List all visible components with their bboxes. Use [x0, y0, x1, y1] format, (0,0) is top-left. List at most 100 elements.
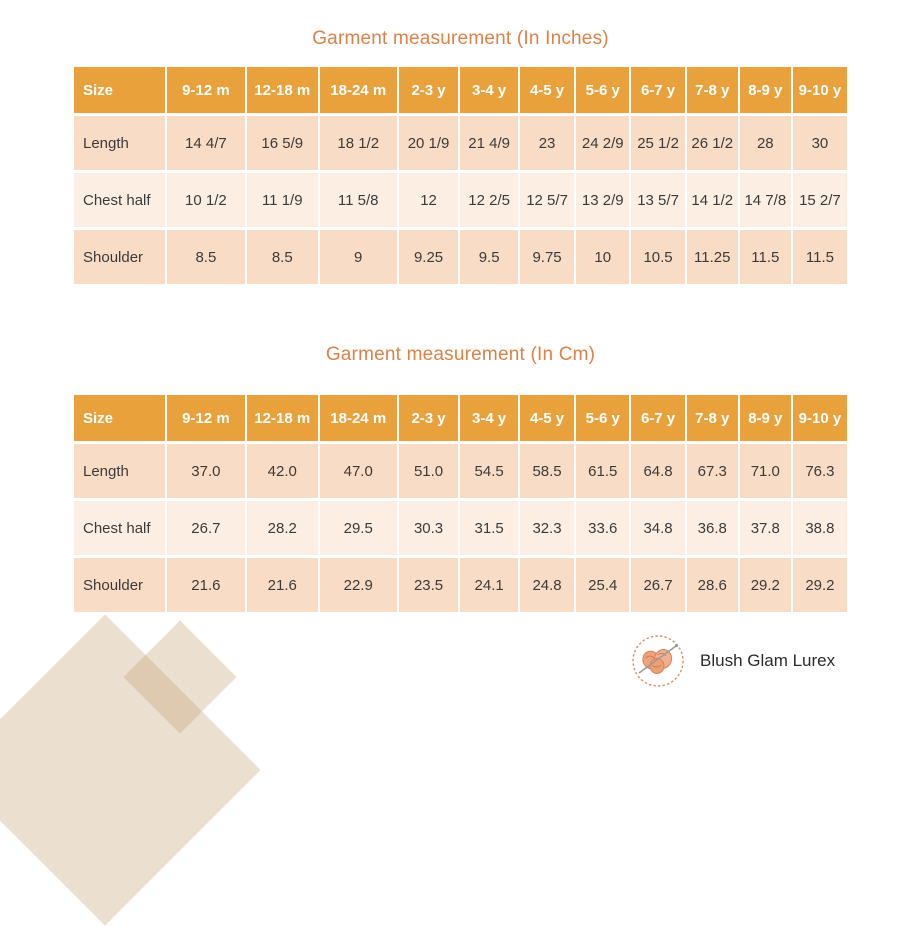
measurement-cell: 30 [792, 116, 847, 170]
measurement-cell: 12 5/7 [520, 173, 575, 227]
age-header-cell: 8-9 y [739, 395, 791, 441]
measurement-cell: 64.8 [631, 444, 685, 498]
age-header-cell: 8-9 y [739, 67, 791, 113]
age-header-cell: 2-3 y [398, 67, 459, 113]
age-header-cell: 9-12 m [166, 395, 245, 441]
measurement-cell: 15 2/7 [792, 173, 847, 227]
measurement-cell: 24.8 [520, 558, 575, 612]
age-header-cell: 3-4 y [460, 395, 519, 441]
measurement-cell: 12 [398, 173, 459, 227]
measurement-cell: 31.5 [460, 501, 519, 555]
measurement-cell: 14 7/8 [739, 173, 791, 227]
measurement-cell: 24 2/9 [576, 116, 630, 170]
age-header-cell: 6-7 y [631, 395, 685, 441]
measurement-cell: 11 1/9 [246, 173, 318, 227]
age-header-cell: 18-24 m [319, 67, 397, 113]
age-header-cell: 12-18 m [246, 395, 318, 441]
measurement-cell: 37.0 [166, 444, 245, 498]
row-label: Length [74, 116, 165, 170]
measurement-cell: 16 5/9 [246, 116, 318, 170]
age-header-cell: 6-7 y [631, 67, 685, 113]
size-header-cell: Size [74, 67, 165, 113]
measurement-cell: 9.5 [460, 230, 519, 284]
measurement-cell: 37.8 [739, 501, 791, 555]
measurement-cell: 47.0 [319, 444, 397, 498]
measurement-cell: 29.5 [319, 501, 397, 555]
measurement-cell: 24.1 [460, 558, 519, 612]
age-header-cell: 3-4 y [460, 67, 519, 113]
yarn-heart-icon [642, 649, 673, 674]
age-header-cell: 5-6 y [576, 395, 630, 441]
measurement-cell: 9.25 [398, 230, 459, 284]
measurement-cell: 54.5 [460, 444, 519, 498]
measurement-cell: 21.6 [166, 558, 245, 612]
measurement-cell: 22.9 [319, 558, 397, 612]
table-row: Chest half 26.7 28.2 29.5 30.3 31.5 32.3 33.6 34… [74, 501, 847, 555]
table-row: Chest half 10 1/2 11 1/9 11 5/8 12 12 2/5 12 5… [74, 173, 847, 227]
measurement-cell: 32.3 [520, 501, 575, 555]
measurement-cell: 8.5 [246, 230, 318, 284]
measurement-cell: 38.8 [792, 501, 847, 555]
measurement-cell: 18 1/2 [319, 116, 397, 170]
measurement-cell: 10 1/2 [166, 173, 245, 227]
measurement-cell: 76.3 [792, 444, 847, 498]
measurement-cell: 20 1/9 [398, 116, 459, 170]
size-header-cell: Size [74, 395, 165, 441]
row-label: Chest half [74, 173, 165, 227]
age-header-cell: 4-5 y [520, 67, 575, 113]
measurement-cell: 34.8 [631, 501, 685, 555]
measurement-cell: 51.0 [398, 444, 459, 498]
measurement-cell: 11.5 [792, 230, 847, 284]
measurement-cell: 36.8 [686, 501, 738, 555]
measurement-cell: 33.6 [576, 501, 630, 555]
age-header-cell: 2-3 y [398, 395, 459, 441]
age-header-cell: 4-5 y [520, 395, 575, 441]
measurement-cell: 25.4 [576, 558, 630, 612]
measurement-cell: 28.2 [246, 501, 318, 555]
age-header-cell: 7-8 y [686, 395, 738, 441]
measurement-cell: 61.5 [576, 444, 630, 498]
cm-table-title: Garment measurement (In Cm) [325, 344, 596, 365]
measurement-cell: 13 5/7 [631, 173, 685, 227]
measurement-cell: 9 [319, 230, 397, 284]
measurement-cell: 23 [520, 116, 575, 170]
table-row: Length 37.0 42.0 47.0 51.0 54.5 58.5 61.5 64.8 67… [74, 444, 847, 498]
measurement-cell: 42.0 [246, 444, 318, 498]
measurement-cell: 8.5 [166, 230, 245, 284]
measurement-cell: 21 4/9 [460, 116, 519, 170]
row-label: Shoulder [74, 558, 165, 612]
measurement-cell: 14 4/7 [166, 116, 245, 170]
row-label: Chest half [74, 501, 165, 555]
measurement-cell: 71.0 [739, 444, 791, 498]
table-row: Shoulder 8.5 8.5 9 9.25 9.5 9.75 10 10.5 11.25 11.… [74, 230, 847, 284]
measurement-cell: 26.7 [631, 558, 685, 612]
table-row: Length 14 4/7 16 5/9 18 1/2 20 1/9 21 4/9 23 24… [74, 116, 847, 170]
measurement-cell: 23.5 [398, 558, 459, 612]
measurement-cell: 67.3 [686, 444, 738, 498]
age-header-cell: 12-18 m [246, 67, 318, 113]
measurement-cell: 13 2/9 [576, 173, 630, 227]
measurement-cell: 26 1/2 [686, 116, 738, 170]
row-label: Shoulder [74, 230, 165, 284]
measurement-cell: 10 [576, 230, 630, 284]
measurement-cell: 11 5/8 [319, 173, 397, 227]
measurement-cell: 11.5 [739, 230, 791, 284]
measurement-cell: 10.5 [631, 230, 685, 284]
measurement-cell: 11.25 [686, 230, 738, 284]
measurement-cell: 28 [739, 116, 791, 170]
age-header-cell: 7-8 y [686, 67, 738, 113]
measurement-cell: 25 1/2 [631, 116, 685, 170]
measurement-cell: 14 1/2 [686, 173, 738, 227]
measurement-cell: 29.2 [792, 558, 847, 612]
measurement-cell: 58.5 [520, 444, 575, 498]
measurement-cell: 9.75 [520, 230, 575, 284]
brand-name: Blush Glam Lurex [700, 651, 836, 670]
table-row: Shoulder 21.6 21.6 22.9 23.5 24.1 24.8 25.4 26.7… [74, 558, 847, 612]
age-header-cell: 18-24 m [319, 395, 397, 441]
measurement-cell: 29.2 [739, 558, 791, 612]
knitting-needle-icon [638, 643, 679, 674]
age-header-cell: 9-10 y [792, 395, 847, 441]
